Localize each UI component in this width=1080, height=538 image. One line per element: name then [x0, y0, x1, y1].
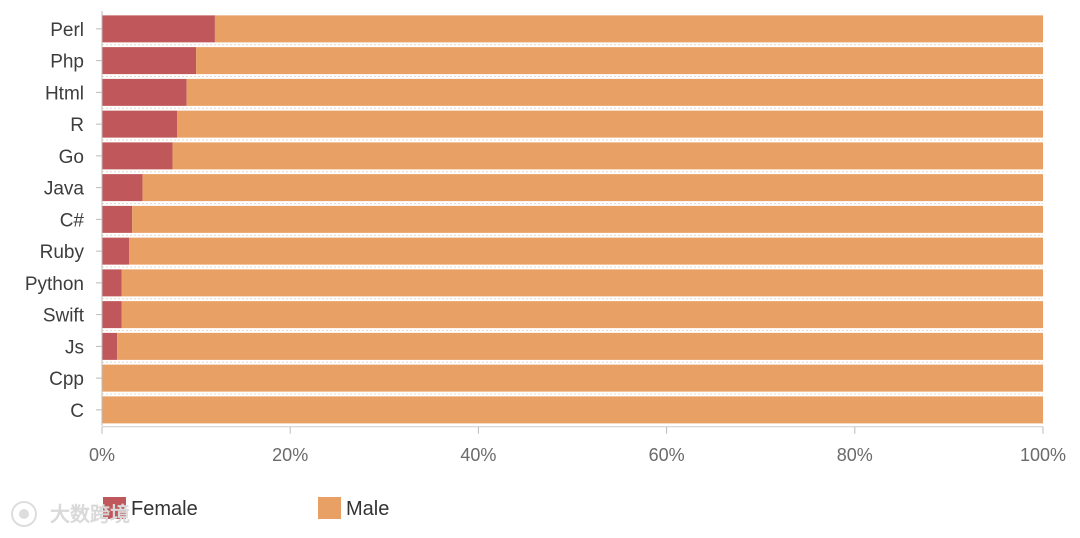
bar-female-html: [102, 78, 187, 106]
bar-female-csharp: [102, 205, 133, 233]
bar-female-php: [102, 47, 197, 75]
bar-male-html: [186, 78, 1043, 106]
category-label: Swift: [43, 306, 85, 327]
x-tick-label: 80%: [837, 445, 873, 465]
x-tick-label: 0%: [89, 445, 115, 465]
bar-male-python: [121, 269, 1044, 297]
watermark-logo-icon: [11, 501, 37, 527]
bar-female-swift: [102, 301, 122, 329]
bar-female-js: [102, 332, 118, 360]
legend-label-male: Male: [346, 498, 389, 520]
bar-male-java: [142, 174, 1043, 202]
category-label: Go: [59, 147, 84, 168]
category-label: Php: [50, 52, 84, 73]
bar-male-c: [102, 396, 1043, 424]
bar-male-php: [196, 47, 1044, 75]
watermark-text: 大数跨境: [50, 502, 130, 526]
bar-female-python: [102, 269, 122, 297]
bar-male-perl: [214, 15, 1044, 43]
category-label: Perl: [50, 20, 84, 41]
category-label: C: [70, 401, 84, 422]
bar-male-cpp: [102, 364, 1043, 392]
bar-female-go: [102, 142, 173, 170]
legend-swatch-female: [103, 497, 126, 519]
x-tick-label: 40%: [460, 445, 496, 465]
category-label: Html: [45, 83, 84, 104]
bar-female-perl: [102, 15, 215, 43]
x-tick-label: 20%: [272, 445, 308, 465]
bar-male-ruby: [129, 237, 1043, 265]
bar-male-js: [117, 332, 1043, 360]
bar-male-r: [177, 110, 1043, 138]
legend-label-female: Female: [131, 498, 198, 520]
bar-female-r: [102, 110, 178, 138]
bar-female-java: [102, 174, 143, 202]
bar-female-ruby: [102, 237, 130, 265]
x-tick-label: 60%: [649, 445, 685, 465]
watermark-logo-dot: [19, 509, 29, 519]
category-label: Ruby: [40, 242, 85, 263]
legend-swatch-male: [318, 497, 341, 519]
category-label: Python: [25, 274, 84, 295]
x-tick-label: 100%: [1020, 445, 1066, 465]
category-label: Cpp: [49, 369, 84, 390]
bar-male-csharp: [132, 205, 1043, 233]
category-label: C#: [60, 210, 85, 231]
bar-male-go: [172, 142, 1043, 170]
bar-male-swift: [121, 301, 1044, 329]
category-label: Js: [65, 337, 84, 358]
category-label: Java: [44, 179, 85, 200]
category-label: R: [70, 115, 84, 136]
